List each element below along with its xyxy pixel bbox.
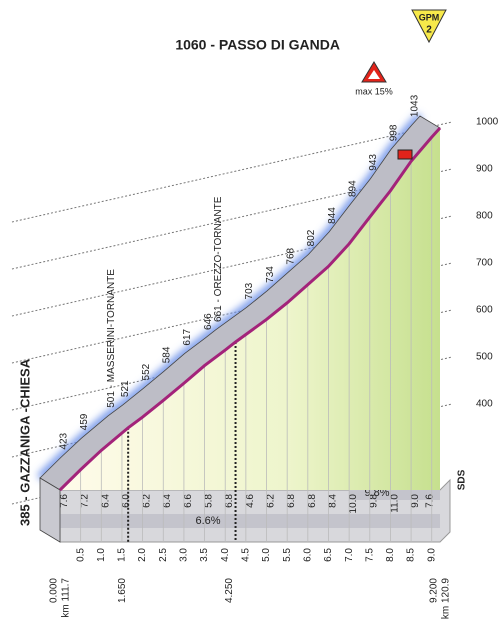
x-tick-label: 9.0 [426,548,437,562]
gradient-label: 6.8 [224,494,235,508]
altitude-label: 1043 [409,94,420,117]
avg-band [60,514,440,528]
km-total: km 111.7 [61,578,72,618]
altitude-label: 646 [203,313,214,330]
x-tick-label: 0.5 [75,548,86,562]
x-tick-label: 2.0 [137,548,148,562]
x-tick-label: 7.5 [364,548,375,562]
x-tick-label: 4.0 [220,548,231,562]
altitude-label: 802 [306,229,317,246]
y-tick-label: 400 [476,399,493,410]
grid-line [11,121,453,223]
gradient-label: 6.4 [162,494,173,508]
x-tick-label: 1.0 [96,548,107,562]
gradient-label: 8.4 [327,494,338,508]
altitude-label: 584 [162,346,173,363]
x-tick-label: 3.0 [179,548,190,562]
gradient-label: 6.8 [286,494,297,508]
place-label: 661 - OREZZO-TORNANTE [213,196,224,322]
altitude-label: 768 [285,247,296,264]
x-tick-label: 2.5 [158,548,169,562]
gradient-label: 7.2 [80,494,91,508]
y-tick-label: 500 [476,352,493,363]
y-tick-label: 1000 [476,117,499,128]
x-tick-label: 5.5 [282,548,293,562]
gradient-label: 6.0 [121,494,132,508]
max-gradient-label: max 15% [355,86,393,96]
place-label: 385 - GAZZANIGA -CHIESA [17,358,32,526]
x-tick-label: 6.5 [323,548,334,562]
gpm-label: GPM [419,12,440,22]
altitude-label: 998 [389,124,400,141]
gradient-label: 9.0 [410,494,421,508]
gpm-category: 2 [426,25,432,36]
gradient-label: 7.6 [425,494,436,508]
altitude-label: 423 [58,432,69,449]
gradient-label: 6.8 [307,494,318,508]
km-mark-label: 1.650 [117,578,128,603]
x-tick-label: 1.5 [117,548,128,562]
gradient-label: 6.2 [142,494,153,508]
area [60,128,440,490]
x-tick-label: 3.5 [199,548,210,562]
chart-title: 1060 - PASSO DI GANDA [175,37,340,53]
max-gradient-icon-inner [368,70,380,79]
altitude-label: 894 [347,180,358,197]
altitude-label: 703 [244,282,255,299]
km-total: km 120.9 [441,578,452,620]
gradient-label: 6.2 [265,494,276,508]
x-tick-label: 4.5 [241,548,252,562]
km-mark-label: 4.250 [224,578,235,603]
avg-gradient-label: 6.6% [195,515,220,527]
y-tick-label: 900 [476,164,493,175]
gradient-label: 7.6 [59,494,70,508]
altitude-label: 552 [141,363,152,380]
place-label: 501 - MASSERINI-TORNANTE [106,269,117,408]
altitude-label: 459 [79,413,90,430]
sds-label: SDS [457,469,468,490]
gradient-label: 10.0 [348,494,359,514]
x-tick-label: 8.0 [385,548,396,562]
x-tick-label: 5.0 [261,548,272,562]
x-tick-label: 8.5 [406,548,417,562]
altitude-label: 617 [182,328,193,345]
gradient-label: 6.6 [183,494,194,508]
y-tick-label: 700 [476,258,493,269]
x-tick-label: 7.0 [344,548,355,562]
gradient-label: 11.0 [389,494,400,513]
y-tick-label: 600 [476,305,493,316]
start-face [39,477,61,543]
gpm-badge [411,9,447,44]
km-mark-label: 9.200 [429,578,440,603]
altitude-label: 734 [265,266,276,283]
profile-line [58,126,442,492]
x-tick-label: 6.0 [302,548,313,562]
gradient-label: 6.4 [100,494,111,508]
altitude-label: 943 [368,154,379,171]
gradient-label: 4.6 [245,494,256,508]
gradient-label: 5.8 [204,494,215,508]
altitude-label: 844 [327,207,338,224]
km-mark-label: 0.000 [49,578,60,603]
altitude-label: 521 [120,380,131,397]
gradient-label: 9.8 [369,494,380,508]
max-gradient-marker [397,149,413,160]
y-tick-label: 800 [476,211,493,222]
